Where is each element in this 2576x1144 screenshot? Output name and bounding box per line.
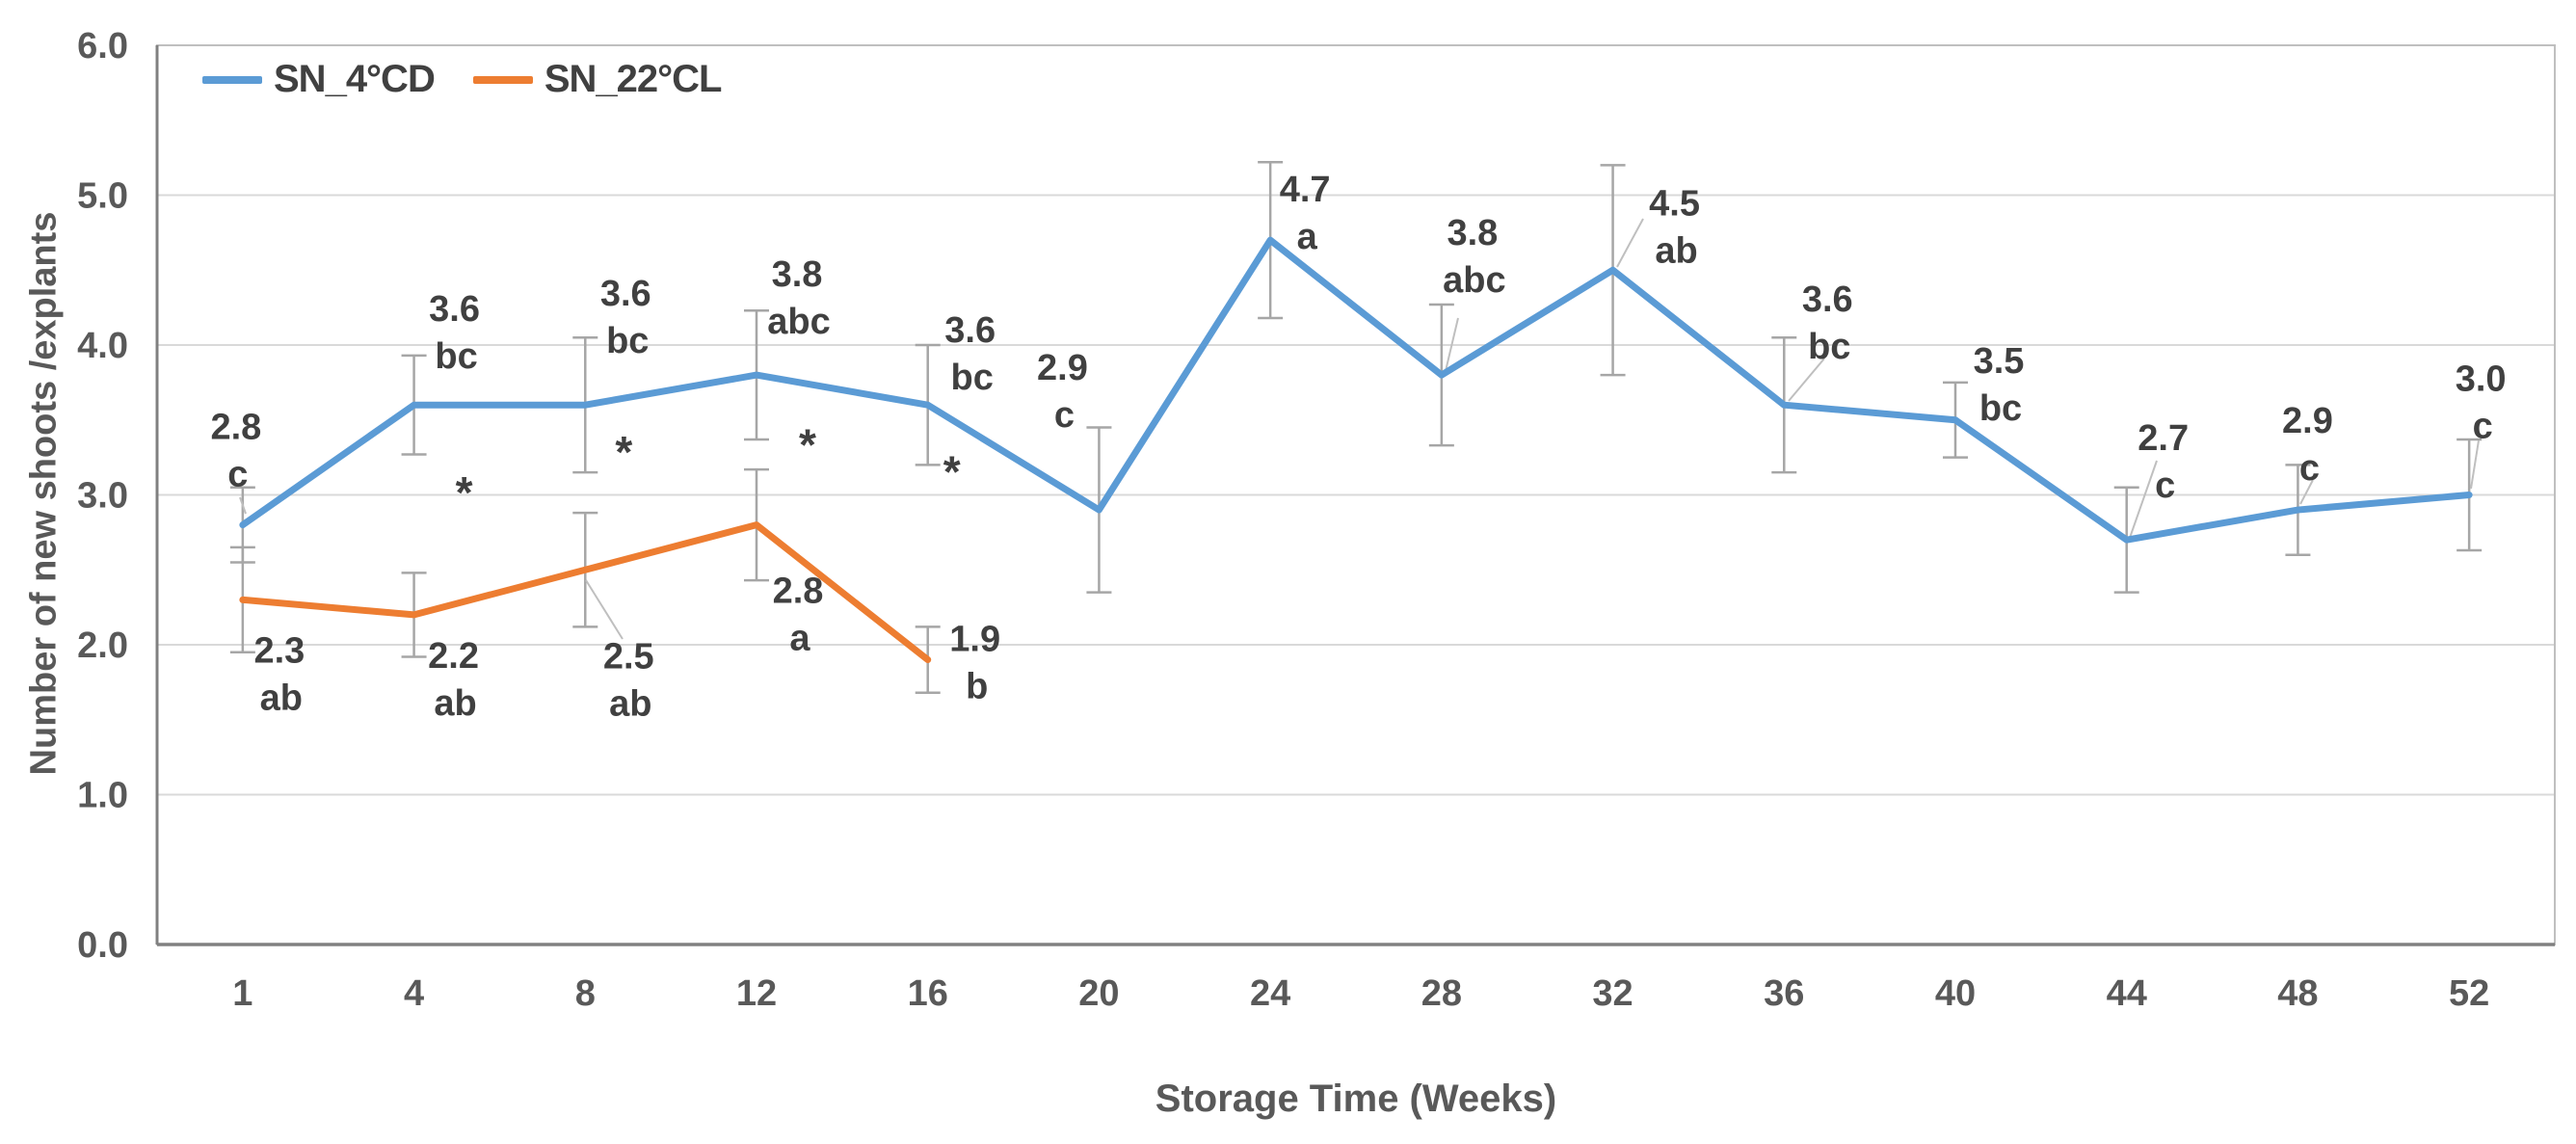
x-tick-label: 36 <box>1764 973 1804 1014</box>
data-label-value: 2.2 <box>428 636 479 677</box>
data-label-value: 1.9 <box>949 620 1000 660</box>
x-tick-label: 44 <box>2107 973 2147 1014</box>
data-label-letter: bc <box>606 321 649 361</box>
label-leader-line <box>1616 218 1644 268</box>
data-label-letter: bc <box>1808 327 1850 367</box>
y-tick-label: 0.0 <box>77 925 128 966</box>
data-label-letter: ab <box>260 678 303 718</box>
data-label-letter: bc <box>435 336 477 377</box>
significance-asterisk: * <box>456 467 473 518</box>
data-label-value: 3.6 <box>600 274 651 314</box>
x-axis-title: Storage Time (Weeks) <box>1155 1077 1557 1120</box>
legend-label-sn-22cl: SN_22°CL <box>544 58 723 100</box>
data-label-letter: abc <box>1443 260 1505 301</box>
y-tick-label: 2.0 <box>77 625 128 666</box>
y-tick-label: 6.0 <box>77 26 128 67</box>
data-label-value: 3.5 <box>1974 341 2025 382</box>
data-label-value: 3.0 <box>2456 359 2507 400</box>
tick-labels-group: 0.01.02.03.04.05.06.01 4 8 12 16 20 24 28 32 36 40… <box>77 26 2489 1014</box>
x-tick-label: 4 <box>404 973 424 1014</box>
x-tick-label: 32 <box>1592 973 1633 1014</box>
data-label-value: 2.8 <box>773 572 824 612</box>
data-label-letter: bc <box>1979 388 2022 429</box>
data-label-letter: b <box>966 667 988 707</box>
x-tick-label: 24 <box>1250 973 1290 1014</box>
y-axis-title: Number of new shoots /explants <box>23 211 65 776</box>
data-label-letter: c <box>2155 466 2175 506</box>
y-tick-label: 1.0 <box>77 776 128 816</box>
significance-asterisk: * <box>943 446 961 496</box>
data-label-letter: c <box>2473 407 2493 447</box>
data-label-value: 2.8 <box>210 408 261 448</box>
significance-asterisk: * <box>615 427 632 477</box>
data-label-value: 3.6 <box>1802 279 1853 320</box>
data-label-value: 4.5 <box>1649 183 1700 224</box>
data-label-value: 2.3 <box>253 630 305 671</box>
data-label-letter: ab <box>1655 230 1697 271</box>
y-tick-label: 4.0 <box>77 326 128 366</box>
data-label-value: 2.9 <box>2282 401 2333 441</box>
legend-line-swatch-orange <box>472 75 533 84</box>
label-leader-line <box>239 496 247 515</box>
data-label-letter: bc <box>951 358 994 398</box>
data-label-value: 2.7 <box>2138 418 2189 459</box>
significance-asterisk: * <box>799 419 816 469</box>
data-label-value: 2.5 <box>603 636 654 677</box>
data-label-letter: c <box>1054 395 1075 436</box>
label-leader-line <box>2470 439 2480 490</box>
legend-label-sn-4cd: SN_4°CD <box>274 58 436 100</box>
x-tick-label: 20 <box>1078 973 1119 1014</box>
data-label-value: 3.6 <box>429 289 480 330</box>
data-label-letter: a <box>1297 217 1318 257</box>
y-tick-label: 3.0 <box>77 476 128 517</box>
data-label-letter: c <box>2299 448 2320 489</box>
x-tick-label: 1 <box>232 973 252 1014</box>
plot-border-group <box>155 44 2556 946</box>
series-line-sn-22cl <box>239 521 932 664</box>
x-tick-label: 12 <box>736 973 777 1014</box>
data-label-letter: ab <box>609 683 651 724</box>
data-label-value: 2.9 <box>1037 348 1088 388</box>
label-leader-line <box>1788 358 1825 402</box>
legend-item-sn-22cl: SN_22°CL <box>472 58 723 101</box>
data-label-letter: c <box>227 455 248 495</box>
x-tick-label: 48 <box>2277 973 2318 1014</box>
annotations-group: * * * * <box>456 419 961 518</box>
label-leader-line <box>2129 460 2158 539</box>
data-label-letter: ab <box>434 683 476 724</box>
leader-lines-group <box>239 218 2480 640</box>
x-tick-label: 16 <box>908 973 948 1014</box>
data-label-value: 3.8 <box>1447 213 1498 253</box>
data-label-value: 3.6 <box>944 310 996 351</box>
data-label-letter: abc <box>767 302 830 342</box>
label-leader-line <box>585 579 624 640</box>
gridlines-group <box>157 194 2555 796</box>
label-leader-line <box>2299 479 2314 505</box>
x-tick-label: 40 <box>1935 973 1976 1014</box>
legend-line-swatch-blue <box>202 75 262 84</box>
x-tick-label: 8 <box>575 973 596 1014</box>
x-tick-label: 52 <box>2449 973 2489 1014</box>
series-line-sn-4cd <box>239 236 2473 544</box>
x-tick-label: 28 <box>1421 973 1462 1014</box>
y-tick-label: 5.0 <box>77 176 128 217</box>
data-label-value: 3.8 <box>772 254 823 295</box>
label-leader-line <box>1445 317 1459 372</box>
legend: SN_4°CD SN_22°CL <box>202 58 723 101</box>
series-lines-group <box>239 236 2473 664</box>
data-label-value: 4.7 <box>1280 170 1331 210</box>
legend-item-sn-4cd: SN_4°CD <box>202 58 436 101</box>
data-label-letter: a <box>789 619 810 659</box>
